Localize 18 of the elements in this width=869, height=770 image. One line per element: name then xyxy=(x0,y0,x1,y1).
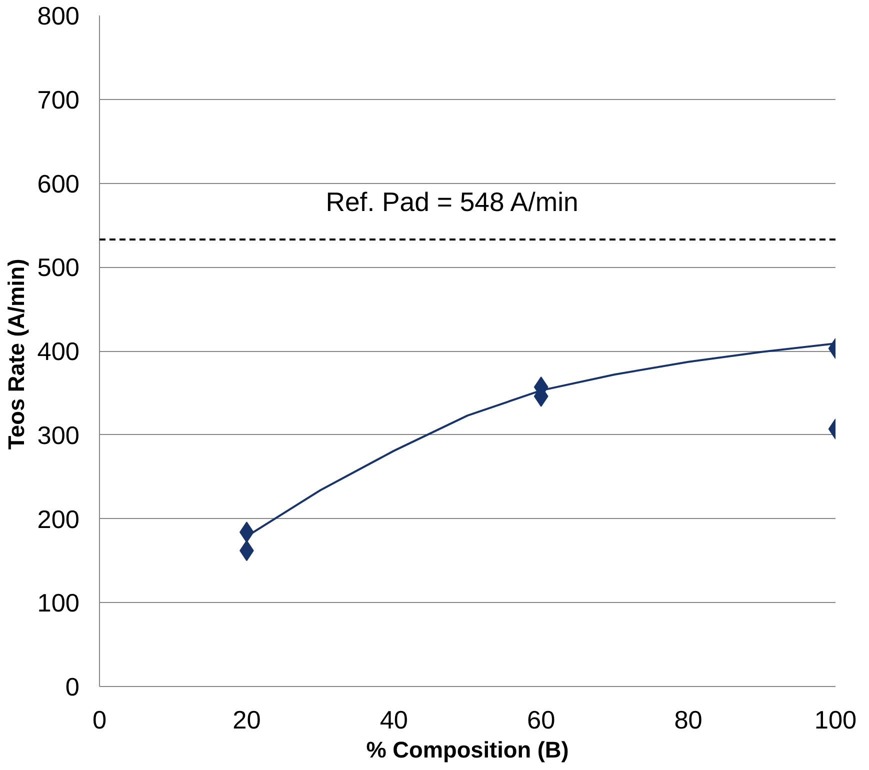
y-tick-label: 300 xyxy=(37,422,80,450)
y-axis-title: Teos Rate (A/min) xyxy=(3,258,30,450)
y-tick-label: 600 xyxy=(37,170,80,198)
y-tick-label: 100 xyxy=(37,590,80,618)
y-tick-label: 200 xyxy=(37,506,80,534)
y-tick-label: 800 xyxy=(37,2,80,30)
annotation: Ref. Pad = 548 A/min xyxy=(326,186,578,217)
y-tick-label: 400 xyxy=(37,338,80,366)
x-axis-title: % Composition (B) xyxy=(366,736,569,762)
x-tick-label: 40 xyxy=(380,706,408,734)
y-tick-label: 700 xyxy=(37,86,80,114)
y-tick-label: 0 xyxy=(65,674,80,702)
x-tick-label: 100 xyxy=(814,706,857,734)
x-tick-label: 80 xyxy=(674,706,702,734)
x-tick-label: 0 xyxy=(92,706,107,734)
x-tick-label: 60 xyxy=(527,706,556,734)
x-tick-label: 20 xyxy=(232,706,261,734)
y-tick-label: 500 xyxy=(37,254,80,282)
